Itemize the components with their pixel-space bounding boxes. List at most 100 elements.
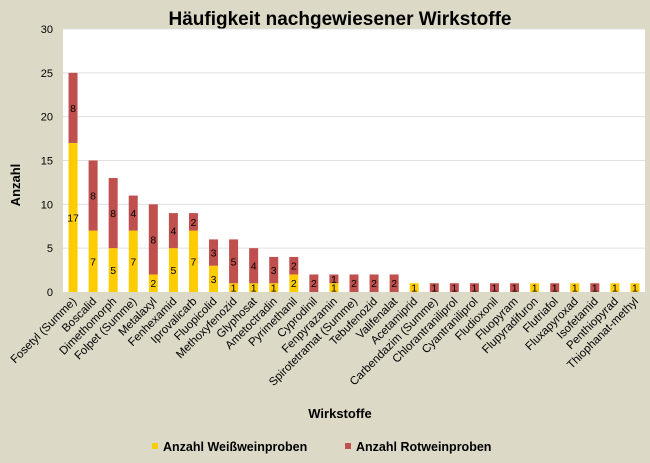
y-tick-label: 15	[41, 156, 53, 168]
bar-white-wine	[249, 283, 259, 292]
bar-white-wine	[269, 283, 279, 292]
bar-white-wine	[289, 274, 299, 292]
data-label: 1	[572, 283, 578, 295]
bar-red-wine	[128, 195, 138, 231]
data-label: 8	[150, 234, 156, 246]
bar-white-wine	[88, 230, 98, 292]
y-tick-label: 5	[47, 243, 53, 255]
data-label: 2	[311, 278, 317, 290]
data-label: 1	[431, 283, 437, 295]
y-tick-label: 20	[41, 112, 53, 124]
data-label: 2	[291, 278, 297, 290]
bar-white-wine	[148, 274, 158, 292]
data-label: 5	[170, 265, 176, 277]
data-label: 7	[191, 256, 197, 268]
bar-white-wine	[128, 230, 138, 292]
data-label: 1	[251, 283, 257, 295]
bar-white-wine	[530, 283, 540, 292]
data-label: 1	[612, 283, 618, 295]
bar-white-wine	[209, 265, 219, 292]
bar-white-wine	[610, 283, 620, 292]
bar-red-wine	[429, 283, 439, 292]
bar-white-wine	[188, 230, 198, 292]
bar-white-wine	[229, 283, 239, 292]
x-axis-label: Wirkstoffe	[308, 406, 371, 421]
data-label: 4	[170, 226, 176, 238]
data-label: 1	[532, 283, 538, 295]
bar-white-wine	[570, 283, 580, 292]
data-label: 7	[130, 256, 136, 268]
data-label: 3	[211, 248, 217, 260]
bar-red-wine	[229, 239, 239, 284]
data-label: 4	[130, 208, 136, 220]
data-label: 1	[411, 283, 417, 295]
bar-red-wine	[168, 213, 178, 249]
data-label: 1	[632, 283, 638, 295]
data-label: 1	[331, 274, 337, 286]
bar-red-wine	[469, 283, 479, 292]
data-label: 1	[231, 283, 237, 295]
chart-title: Häufigkeit nachgewiesener Wirkstoffe	[169, 9, 512, 30]
bar-red-wine	[389, 274, 399, 292]
bar-red-wine	[88, 160, 98, 231]
data-label: 7	[90, 256, 96, 268]
data-label: 1	[451, 283, 457, 295]
bar-red-wine	[590, 283, 600, 292]
y-tick-label: 30	[41, 24, 53, 36]
legend: Anzahl Weißweinproben Anzahl Rotweinprob…	[152, 440, 491, 454]
data-label: 1	[271, 283, 277, 295]
data-label: 5	[110, 265, 116, 277]
legend-label-white: Anzahl Weißweinproben	[163, 440, 307, 454]
data-label: 1	[592, 283, 598, 295]
bar-red-wine	[510, 283, 520, 292]
data-label: 2	[150, 278, 156, 290]
data-label: 3	[211, 274, 217, 286]
bar-red-wine	[550, 283, 560, 292]
data-label: 8	[70, 103, 76, 115]
data-label: 17	[67, 212, 79, 224]
bar-red-wine	[249, 248, 259, 284]
data-label: 2	[291, 261, 297, 273]
bar-red-wine	[449, 283, 459, 292]
bar-red-wine	[289, 256, 299, 275]
data-label: 8	[90, 191, 96, 203]
bar-red-wine	[68, 72, 78, 143]
data-label: 3	[271, 265, 277, 277]
y-tick-label: 10	[41, 199, 53, 211]
data-label: 1	[492, 283, 498, 295]
bar-red-wine	[349, 274, 359, 292]
legend-swatch-white	[152, 443, 158, 449]
bar-red-wine	[369, 274, 379, 292]
legend-label-red: Anzahl Rotweinproben	[356, 440, 491, 454]
data-label: 1	[331, 283, 337, 295]
data-label: 2	[391, 278, 397, 290]
bar-white-wine	[409, 283, 419, 292]
data-label: 1	[512, 283, 518, 295]
data-label: 2	[371, 278, 377, 290]
data-label: 5	[231, 256, 237, 268]
bar-red-wine	[489, 283, 499, 292]
bar-white-wine	[630, 283, 640, 292]
data-label: 2	[191, 217, 197, 229]
y-axis-label: Anzahl	[8, 164, 23, 207]
data-label: 8	[110, 208, 116, 220]
y-tick-label: 0	[47, 287, 53, 299]
legend-swatch-red	[345, 443, 351, 449]
data-label: 1	[552, 283, 558, 295]
data-label: 2	[351, 278, 357, 290]
data-label: 1	[471, 283, 477, 295]
bar-red-wine	[108, 178, 118, 249]
bar-red-wine	[329, 274, 339, 284]
bar-white-wine	[108, 248, 118, 292]
y-tick-label: 25	[41, 68, 53, 80]
bar-red-wine	[309, 274, 319, 292]
bar-white-wine	[68, 142, 78, 292]
bar-white-wine	[168, 248, 178, 292]
bar-white-wine	[329, 283, 339, 292]
data-label: 4	[251, 261, 257, 273]
bar-red-wine	[148, 204, 158, 275]
bar-red-wine	[188, 213, 198, 231]
bar-red-wine	[269, 256, 279, 284]
bar-red-wine	[209, 239, 219, 266]
